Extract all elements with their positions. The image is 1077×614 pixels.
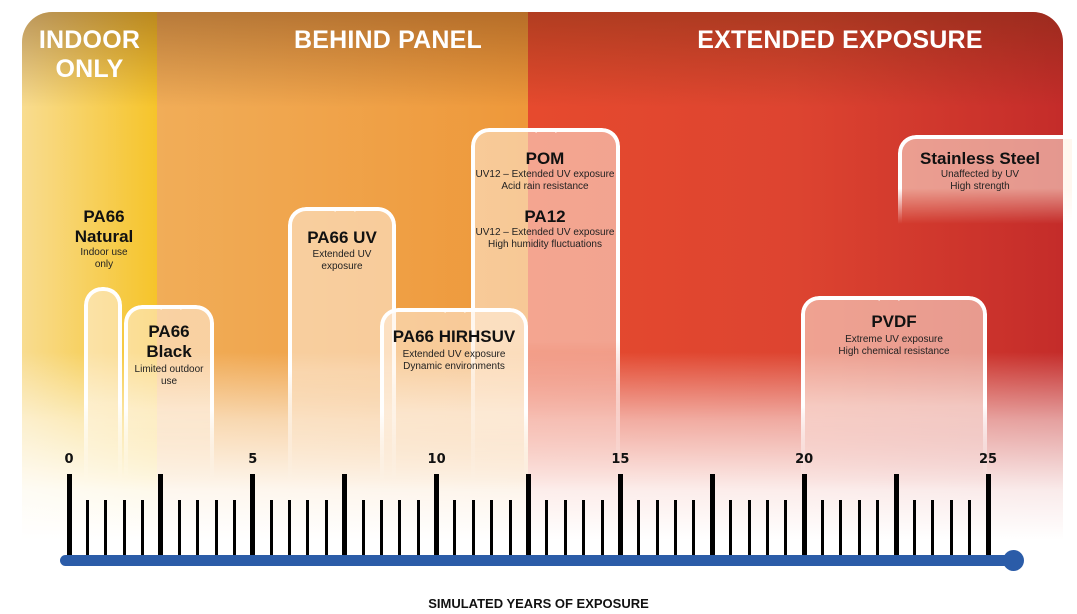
minor-tick (949, 500, 953, 556)
tick-label: 10 (427, 452, 446, 467)
major-tick (158, 474, 164, 556)
minor-tick (104, 500, 108, 556)
minor-tick (490, 500, 494, 556)
major-tick (617, 474, 623, 556)
minor-tick (545, 500, 549, 556)
minor-tick (324, 500, 328, 556)
major-tick (893, 474, 899, 556)
zone-title-extended: EXTENDED EXPOSURE (697, 26, 983, 54)
axis-line (60, 555, 1015, 566)
label-pa66-hirhsuv: PA66 HIRHSUV Extended UV exposure Dynami… (392, 327, 516, 372)
label-pa12: PA12 UV12 – Extended UV exposure High hu… (475, 207, 615, 250)
minor-tick (214, 500, 218, 556)
minor-tick (416, 500, 420, 556)
minor-tick (361, 500, 365, 556)
minor-tick (85, 500, 89, 556)
card-stainless-steel (898, 135, 1072, 224)
minor-tick (692, 500, 696, 556)
axis-end-dot (1003, 550, 1024, 571)
label-pa66-black: PA66 Black Limited outdoor use (134, 322, 204, 387)
minor-tick (398, 500, 402, 556)
tick-label: 20 (795, 452, 814, 467)
label-stainless-steel: Stainless Steel Unaffected by UV High st… (919, 149, 1040, 192)
minor-tick (784, 500, 788, 556)
minor-tick (747, 500, 751, 556)
minor-tick (306, 500, 310, 556)
minor-tick (637, 500, 641, 556)
minor-tick (379, 500, 383, 556)
minor-tick (765, 500, 769, 556)
zone-title-indoor: INDOOR ONLY (38, 26, 141, 83)
label-pa66-uv: PA66 UV Extended UV exposure (307, 228, 377, 272)
minor-tick (508, 500, 512, 556)
major-tick (342, 474, 348, 556)
minor-tick (141, 500, 145, 556)
zone-title-behind-panel: BEHIND PANEL (293, 26, 483, 54)
major-tick (250, 474, 256, 556)
minor-tick (931, 500, 935, 556)
minor-tick (453, 500, 457, 556)
major-tick (526, 474, 531, 556)
major-tick (985, 474, 991, 556)
minor-tick (968, 500, 972, 556)
major-tick (66, 474, 72, 556)
minor-tick (563, 500, 567, 556)
minor-tick (839, 500, 843, 556)
label-pom: POM UV12 – Extended UV exposure Acid rai… (475, 149, 615, 192)
minor-tick (821, 500, 825, 556)
axis-label: SIMULATED YEARS OF EXPOSURE (428, 596, 649, 611)
minor-tick (288, 500, 292, 556)
minor-tick (655, 500, 659, 556)
minor-tick (857, 500, 861, 556)
minor-tick (876, 500, 880, 556)
minor-tick (232, 500, 236, 556)
minor-tick (122, 500, 126, 556)
tick-label: 0 (64, 452, 74, 467)
label-pvdf: PVDF Extreme UV exposure High chemical r… (838, 312, 950, 357)
major-tick (801, 474, 807, 556)
minor-tick (729, 500, 733, 556)
minor-tick (196, 500, 200, 556)
minor-tick (269, 500, 273, 556)
tick-label: 15 (611, 452, 630, 467)
card-pa66-natural (84, 276, 122, 481)
tick-label: 5 (248, 452, 258, 467)
minor-tick (674, 500, 678, 556)
minor-tick (471, 500, 475, 556)
minor-tick (177, 500, 181, 556)
minor-tick (582, 500, 586, 556)
major-tick (434, 474, 440, 556)
label-pa66-natural: PA66 Natural Indoor use only (74, 207, 134, 270)
major-tick (709, 474, 715, 556)
minor-tick (912, 500, 916, 556)
minor-tick (600, 500, 604, 556)
tick-label: 25 (978, 452, 998, 467)
